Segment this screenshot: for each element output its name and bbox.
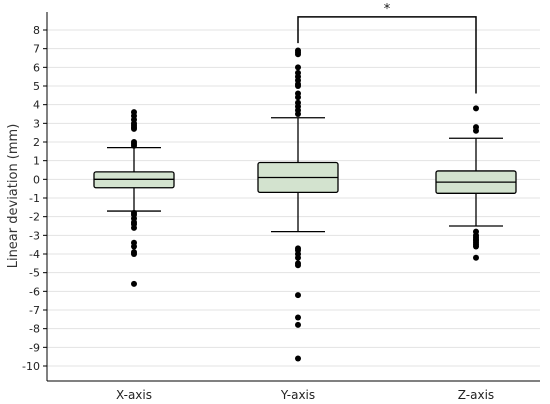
outlier-point (131, 280, 137, 287)
y-tick-label: -1 (29, 192, 40, 205)
y-tick-label: 1 (33, 155, 40, 168)
outlier-point (295, 355, 301, 362)
y-tick-label: 6 (33, 61, 40, 74)
significance-label: * (384, 2, 391, 17)
box-y-axis (257, 47, 339, 362)
significance-annotation: * (297, 2, 477, 94)
y-tick-label: -5 (29, 267, 40, 280)
y-tick-label: 5 (33, 80, 40, 93)
x-axis-labels: X-axis Y-axis Z-axis (116, 388, 494, 402)
y-tick-label: 3 (33, 117, 40, 130)
outlier-point (295, 321, 301, 328)
outlier-point (131, 243, 137, 250)
outlier-point (131, 251, 137, 257)
outlier-point (131, 125, 137, 132)
y-tick-label: -2 (29, 211, 40, 224)
boxes (93, 47, 517, 362)
y-tick-label: 4 (33, 99, 40, 112)
y-tick-label: -6 (29, 285, 40, 298)
y-tick-label: -7 (29, 304, 40, 317)
outlier-point (295, 83, 301, 89)
outlier-point (473, 105, 479, 112)
box-x-axis (93, 109, 175, 287)
y-tick-label: 7 (33, 43, 40, 56)
outlier-point (295, 94, 301, 101)
y-tick-label: -10 (22, 360, 40, 373)
outlier-point (295, 254, 301, 261)
y-tick-label: 2 (33, 136, 40, 149)
outlier-point (131, 224, 137, 231)
y-tick-label: -4 (29, 248, 40, 261)
outlier-point (295, 314, 301, 321)
box-z-axis (435, 105, 517, 261)
outlier-point (295, 262, 301, 269)
gridlines (47, 29, 540, 367)
y-axis-ticks: 8 7 6 5 4 3 2 1 0 -1 -2 -3 -4 -5 -6 -7 -8 -9 -10 (22, 24, 47, 373)
x-tick-label: X-axis (116, 388, 152, 402)
y-tick-label: -9 (29, 341, 40, 354)
y-axis-title: Linear deviation (mm) (6, 124, 21, 269)
y-tick-label: 8 (33, 24, 40, 37)
y-tick-label: 0 (33, 173, 40, 186)
y-tick-label: -8 (29, 323, 40, 336)
y-tick-label: -3 (29, 229, 40, 242)
outlier-point (473, 254, 479, 261)
outlier-point (295, 51, 301, 58)
x-tick-label: Y-axis (280, 388, 315, 402)
outlier-point (295, 111, 301, 117)
significance-bracket (297, 16, 477, 94)
outlier-point (295, 64, 301, 71)
outlier-point (473, 127, 479, 134)
x-tick-label: Z-axis (458, 388, 494, 402)
outlier-point (473, 243, 479, 250)
outlier-point (131, 142, 137, 149)
outlier-point (295, 292, 301, 299)
